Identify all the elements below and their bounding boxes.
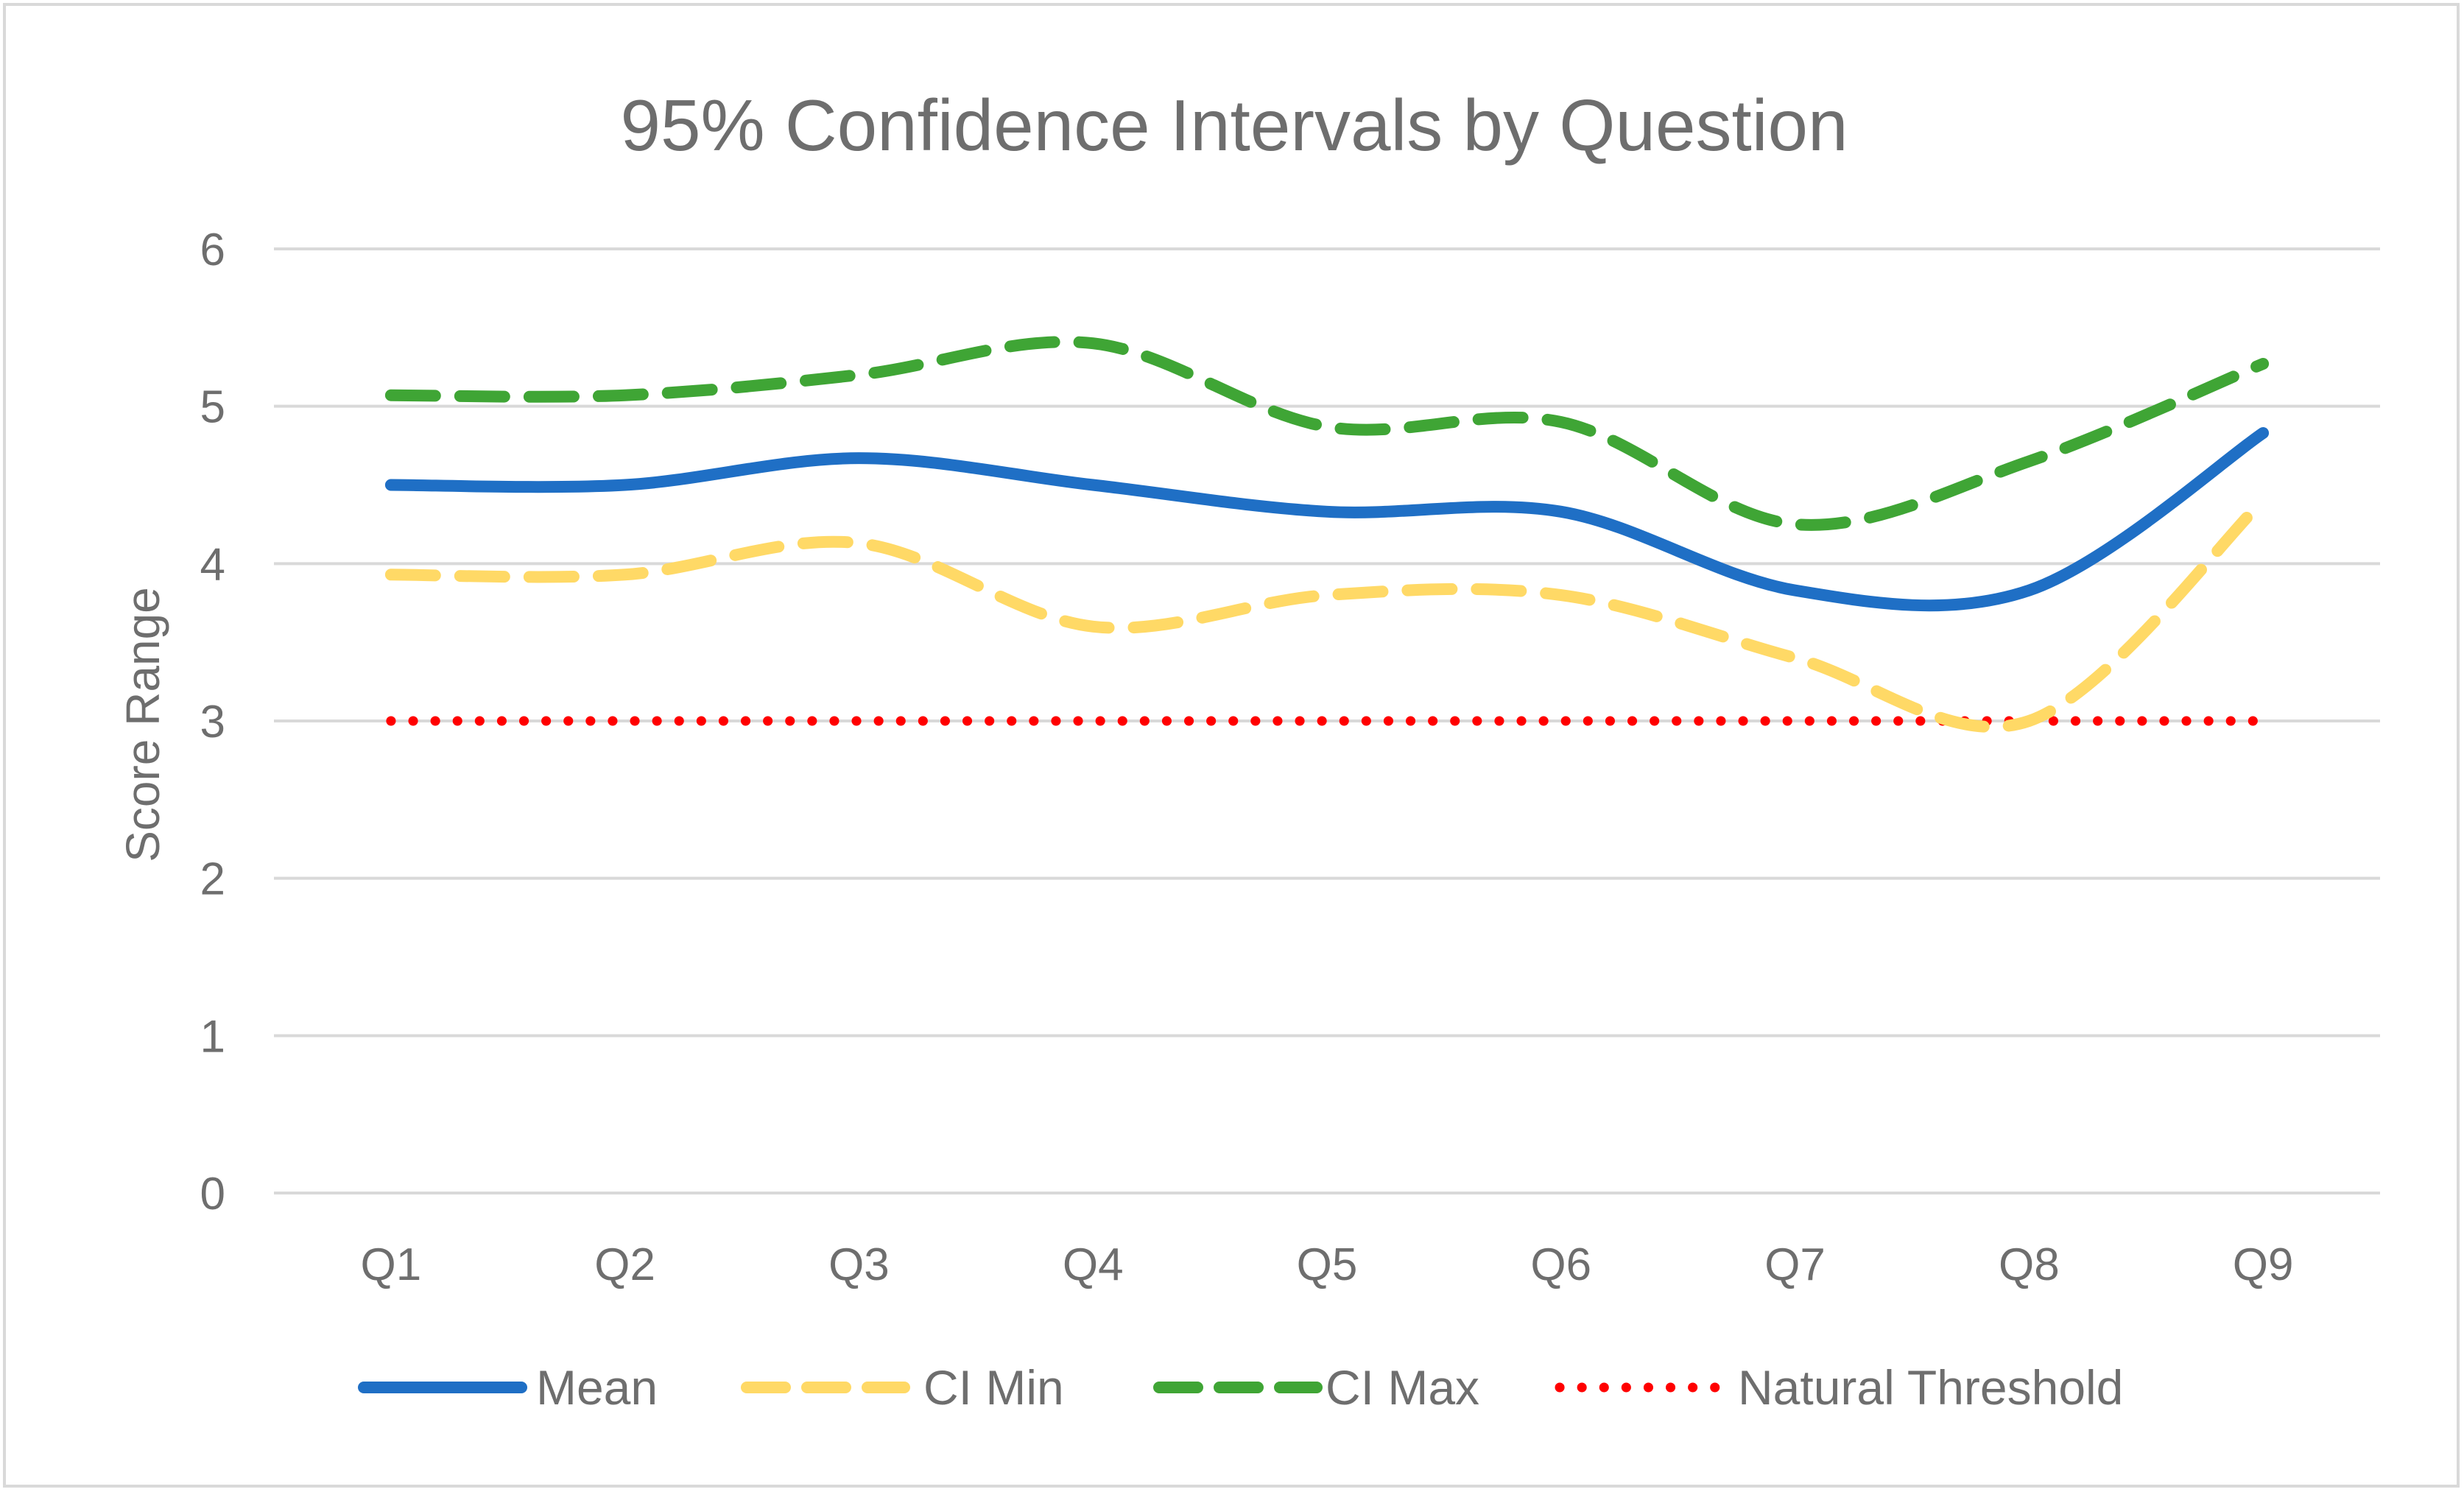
x-tick-label: Q1 (361, 1239, 422, 1290)
point-ci-min-q5 (1326, 594, 1328, 596)
chart-svg: 95% Confidence Intervals by Question 0 1 2… (116, 85, 2380, 1415)
x-tick-label: Q3 (828, 1239, 890, 1290)
series-lines (384, 336, 2270, 733)
point-ci-min-q9 (2262, 500, 2264, 502)
y-tick-label: 2 (200, 854, 225, 905)
x-tick-label: Q9 (2233, 1239, 2294, 1290)
legend-label-ci-min: CI Min (923, 1360, 1064, 1415)
series-line-ci-min (384, 494, 2270, 733)
legend-label-ci-max: CI Max (1326, 1360, 1479, 1415)
x-tick-label: Q8 (1999, 1239, 2060, 1290)
x-tick-label: Q7 (1764, 1239, 1826, 1290)
legend-item-ci-min[interactable]: CI Min (741, 1360, 1064, 1415)
y-tick-label: 5 (200, 382, 225, 433)
point-ci-max-q5 (1326, 426, 1328, 427)
x-axis-ticks: Q1 Q2 Q3 Q4 Q5 Q6 Q7 Q8 Q9 (361, 1239, 2294, 1290)
series-line-mean (384, 426, 2270, 612)
point-ci-max-q3 (858, 374, 859, 376)
y-axis-ticks: 0 1 2 3 4 5 6 (200, 225, 225, 1220)
y-tick-label: 0 (200, 1169, 225, 1220)
x-tick-label: Q2 (594, 1239, 655, 1290)
gridlines (274, 247, 2380, 1194)
x-tick-label: Q6 (1530, 1239, 1591, 1290)
chart-frame: 95% Confidence Intervals by Question 0 1 2… (3, 3, 2460, 1488)
legend[interactable]: Mean CI Min CI Max Natural Threshold (358, 1360, 2123, 1415)
x-tick-label: Q5 (1297, 1239, 1358, 1290)
legend-item-natural-threshold[interactable]: Natural Threshold (1555, 1360, 2123, 1415)
legend-label-mean: Mean (536, 1360, 658, 1415)
chart-title: 95% Confidence Intervals by Question (621, 85, 1848, 166)
point-ci-min-q3 (858, 543, 859, 544)
y-axis-title: Score Range (116, 587, 169, 862)
legend-item-mean[interactable]: Mean (358, 1360, 658, 1415)
legend-label-natural-threshold: Natural Threshold (1738, 1360, 2123, 1415)
y-tick-label: 6 (200, 225, 225, 275)
legend-item-ci-max[interactable]: CI Max (1153, 1360, 1479, 1415)
y-tick-label: 4 (200, 539, 225, 590)
y-tick-label: 3 (200, 697, 225, 747)
y-tick-label: 1 (200, 1011, 225, 1062)
x-tick-label: Q4 (1063, 1239, 1124, 1290)
series-line-ci-max (384, 336, 2270, 531)
